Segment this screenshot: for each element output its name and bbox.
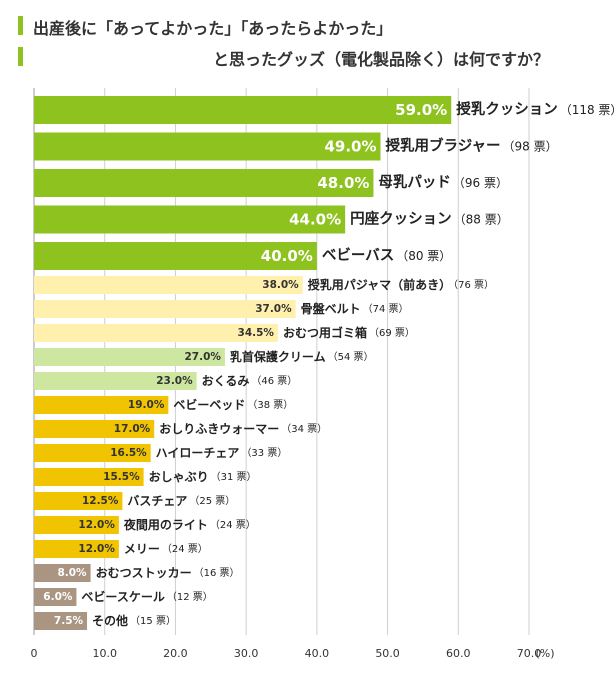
x-tick-label: 30.0 [234,647,259,660]
data-label: 59.0% [395,101,447,119]
category-label: 夜間用のライト （24 票） [123,517,256,532]
data-label: 40.0% [261,247,313,265]
x-tick-label: 40.0 [305,647,330,660]
category-label: おくるみ （46 票） [202,374,298,388]
category-label: ベビーバス （80 票） [322,247,451,264]
data-label: 6.0% [43,591,73,603]
data-label: 16.5% [110,447,147,459]
bar [34,468,144,486]
bar [34,612,88,630]
bar [34,444,151,462]
bar [34,324,278,342]
x-tick-label: 60.0 [446,647,471,660]
x-tick-label: 70.0 [517,647,542,660]
data-label: 7.5% [54,615,84,627]
data-label: 34.5% [238,327,275,339]
title-accent-bar [18,47,23,66]
bar [34,169,374,197]
x-tick-label: 10.0 [92,647,117,660]
category-label: 母乳パッド （96 票） [378,173,508,191]
data-label: 12.0% [78,543,115,555]
x-tick-label: 0 [31,647,38,660]
bar [34,516,119,534]
data-label: 15.5% [103,471,140,483]
data-label: 27.0% [184,351,221,363]
bar [34,540,119,558]
x-tick-label: 20.0 [163,647,188,660]
data-label: 12.5% [82,495,119,507]
category-label: おむつ用ゴミ箱 （69 票） [283,325,415,340]
bar [34,348,225,366]
category-label: 授乳クッション（118 票） [456,100,615,118]
category-label: おむつストッカー （16 票） [96,566,240,580]
category-label: 円座クッション （88 票） [350,210,509,228]
data-label: 12.0% [78,519,115,531]
bar [34,564,91,582]
x-tick-label: 50.0 [375,647,400,660]
category-label: 授乳用パジャマ（前あき） （76 票） [308,277,494,292]
bar [34,300,296,318]
category-label: バスチェア （25 票） [127,494,235,508]
data-label: 8.0% [57,567,87,579]
category-label: 授乳用ブラジャー （98 票） [386,137,558,155]
category-label: ハイローチェア （33 票） [156,446,288,460]
category-label: おしゃぶり （31 票） [149,470,257,484]
bar [34,132,381,161]
bar [34,276,303,294]
data-label: 38.0% [262,279,299,291]
category-label: ベビースケール （12 票） [81,589,212,604]
data-label: 23.0% [156,375,193,387]
chart-title-line-1: 出産後に「あってよかった」「あったらよかった」 [33,19,393,38]
data-label: 19.0% [128,399,165,411]
category-label: おしりふきウォーマー （34 票） [159,422,327,436]
category-label: ベビーベッド （38 票） [173,397,293,412]
bar [34,420,155,438]
bar [34,96,452,124]
category-label: 骨盤ベルト （74 票） [301,301,409,316]
data-label: 44.0% [289,211,341,229]
bar [34,205,346,234]
chart-title-line-2: と思ったグッズ（電化製品除く）は何ですか？ [213,50,550,69]
bar [34,372,197,390]
data-label: 49.0% [324,138,376,156]
bar [34,396,169,414]
title-accent-bar [18,16,23,35]
bar [34,242,317,270]
category-label: メリー （24 票） [124,542,208,556]
category-label: 乳首保護クリーム （54 票） [230,349,374,364]
bar [34,588,77,606]
data-label: 37.0% [255,303,292,315]
x-unit-label: (%) [535,647,554,660]
data-label: 48.0% [317,174,369,192]
bar [34,492,123,510]
data-label: 17.0% [114,423,151,435]
category-label: その他 （15 票） [92,613,176,628]
